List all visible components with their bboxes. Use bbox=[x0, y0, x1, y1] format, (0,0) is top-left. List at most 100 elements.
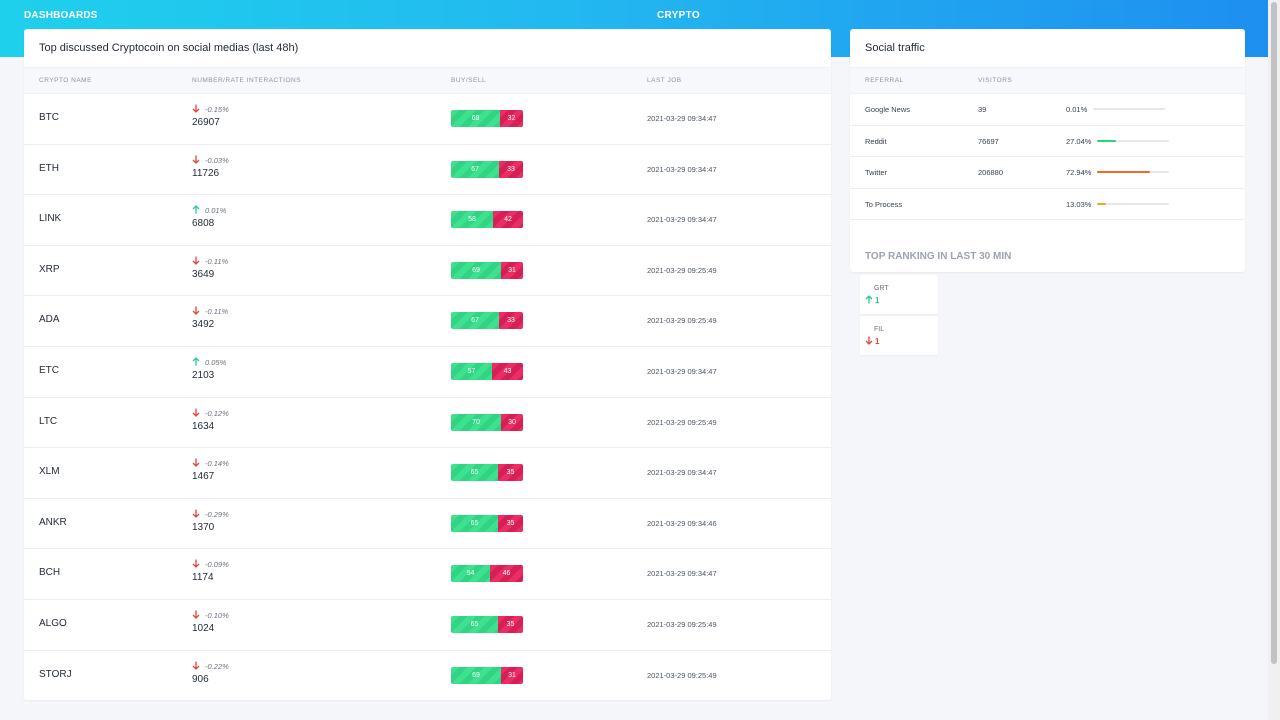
col-crypto-name: CRYPTO NAME bbox=[39, 77, 92, 84]
sell-segment: 33 bbox=[499, 160, 523, 178]
interaction-count: 906 bbox=[192, 673, 209, 685]
table-row[interactable]: LINK 0.01% 6808 58 42 2021-03-29 09:34:4… bbox=[24, 195, 831, 246]
social-traffic-title: Social traffic bbox=[850, 29, 1245, 68]
interaction-rate: -0.10% bbox=[192, 610, 229, 621]
last-job-date: 2021-03-29 09:25:49 bbox=[647, 316, 717, 326]
buy-sell-bar: 65 35 bbox=[451, 514, 523, 532]
table-row[interactable]: LTC -0.12% 1634 70 30 2021-03-29 09:25:4… bbox=[24, 398, 831, 449]
buy-segment: 70 bbox=[451, 413, 501, 431]
table-row[interactable]: BCH -0.09% 1174 54 46 2021-03-29 09:34:4… bbox=[24, 549, 831, 600]
interaction-count: 6808 bbox=[192, 218, 215, 230]
referral-name: Google News bbox=[865, 105, 911, 114]
crypto-table-card: Top discussed Cryptocoin on social media… bbox=[24, 29, 831, 702]
traffic-progress-bar bbox=[1097, 139, 1169, 142]
crypto-table-title: Top discussed Cryptocoin on social media… bbox=[24, 29, 831, 68]
last-job-date: 2021-03-29 09:34:47 bbox=[647, 468, 717, 478]
last-job-date: 2021-03-29 09:25:49 bbox=[647, 670, 717, 680]
arrow-down-icon bbox=[192, 559, 200, 570]
last-job-date: 2021-03-29 09:25:49 bbox=[647, 265, 717, 275]
table-row[interactable]: ETH -0.03% 11726 67 33 2021-03-29 09:34:… bbox=[24, 145, 831, 196]
ranking-item[interactable]: GRT 1 bbox=[860, 275, 938, 314]
rate-value: 0.05% bbox=[205, 357, 227, 367]
page-title: CRYPTO bbox=[657, 10, 700, 21]
social-table-body: Google News 39 0.01% Reddit 76697 27.04%… bbox=[850, 94, 1245, 220]
crypto-symbol: LINK bbox=[39, 213, 62, 225]
list-item[interactable]: Twitter 206880 72.94% bbox=[850, 157, 1245, 189]
arrow-down-icon bbox=[192, 256, 200, 267]
visitor-count: 39 bbox=[978, 105, 987, 114]
crypto-symbol: STORJ bbox=[39, 668, 72, 680]
interaction-rate: -0.09% bbox=[192, 559, 229, 570]
visitor-count: 206880 bbox=[978, 168, 1004, 177]
sell-segment: 32 bbox=[500, 110, 523, 127]
crypto-table-body: BTC -0.15% 26907 68 32 2021-03-29 09:34:… bbox=[24, 94, 831, 702]
ranking-symbol: GRT bbox=[874, 285, 889, 292]
social-traffic-card: Social traffic REFERRAL VISITORS Google … bbox=[850, 29, 1245, 272]
referral-name: Twitter bbox=[865, 168, 888, 177]
last-job-date: 2021-03-29 09:34:47 bbox=[647, 114, 717, 123]
list-item[interactable]: To Process 13.03% bbox=[850, 189, 1245, 220]
ranking-value: 1 bbox=[875, 296, 880, 305]
table-row[interactable]: ALGO -0.10% 1024 65 35 2021-03-29 09:25:… bbox=[24, 600, 831, 651]
sell-segment: 33 bbox=[499, 312, 523, 330]
scrollbar[interactable] bbox=[1268, 0, 1280, 720]
sell-segment: 35 bbox=[498, 615, 523, 633]
interaction-rate: 0.01% bbox=[192, 205, 226, 216]
buy-sell-bar: 54 46 bbox=[451, 565, 523, 583]
traffic-percent: 13.03% bbox=[1066, 199, 1092, 209]
buy-segment: 67 bbox=[451, 160, 499, 178]
table-row[interactable]: XLM -0.14% 1467 65 35 2021-03-29 09:34:4… bbox=[24, 448, 831, 499]
crypto-table-header: CRYPTO NAME NUMBER/RATE INTERACTIONS BUY… bbox=[24, 68, 831, 94]
interaction-count: 3492 bbox=[192, 319, 215, 331]
list-item[interactable]: Google News 39 0.01% bbox=[850, 94, 1245, 126]
table-row[interactable]: ETC 0.05% 2103 57 43 2021-03-29 09:34:47 bbox=[24, 347, 831, 398]
interaction-count: 1370 bbox=[192, 521, 215, 533]
traffic-percent: 27.04% bbox=[1066, 136, 1092, 146]
sell-segment: 42 bbox=[493, 211, 523, 229]
sell-segment: 35 bbox=[498, 514, 523, 532]
buy-segment: 54 bbox=[451, 565, 490, 583]
crypto-symbol: ADA bbox=[39, 314, 60, 326]
col-referral: REFERRAL bbox=[865, 77, 904, 84]
col-buy-sell: BUY/SELL bbox=[451, 77, 487, 84]
arrow-down-icon bbox=[192, 104, 200, 115]
arrow-down-icon bbox=[192, 610, 200, 621]
interaction-rate: -0.29% bbox=[192, 509, 229, 520]
sell-segment: 31 bbox=[501, 261, 523, 279]
rate-value: -0.15% bbox=[205, 105, 229, 114]
table-row[interactable]: XRP -0.11% 3649 69 31 2021-03-29 09:25:4… bbox=[24, 246, 831, 297]
buy-sell-bar: 70 30 bbox=[451, 413, 523, 431]
buy-segment: 65 bbox=[451, 514, 498, 532]
arrow-down-icon bbox=[192, 408, 200, 419]
table-row[interactable]: STORJ -0.22% 906 69 31 2021-03-29 09:25:… bbox=[24, 651, 831, 702]
traffic-percent: 72.94% bbox=[1066, 168, 1092, 177]
list-item[interactable]: Reddit 76697 27.04% bbox=[850, 126, 1245, 157]
arrow-up-icon bbox=[192, 205, 200, 216]
interaction-rate: -0.15% bbox=[192, 104, 229, 115]
arrow-down-icon bbox=[192, 661, 200, 672]
dashboards-link[interactable]: DASHBOARDS bbox=[24, 10, 98, 21]
crypto-symbol: XRP bbox=[39, 263, 60, 275]
interaction-rate: -0.14% bbox=[192, 458, 229, 469]
rate-value: -0.22% bbox=[205, 661, 229, 671]
interaction-rate: -0.12% bbox=[192, 408, 229, 419]
last-job-date: 2021-03-29 09:34:47 bbox=[647, 366, 717, 376]
scrollbar-thumb[interactable] bbox=[1271, 2, 1277, 664]
rate-value: -0.03% bbox=[205, 155, 229, 165]
buy-sell-bar: 69 31 bbox=[451, 261, 523, 279]
buy-segment: 65 bbox=[451, 464, 498, 482]
table-row[interactable]: ANKR -0.29% 1370 65 35 2021-03-29 09:34:… bbox=[24, 499, 831, 550]
traffic-progress-bar bbox=[1093, 108, 1165, 110]
interaction-count: 2103 bbox=[192, 369, 215, 381]
traffic-progress-fill bbox=[1097, 202, 1107, 205]
arrow-up-icon bbox=[192, 357, 200, 368]
table-row[interactable]: BTC -0.15% 26907 68 32 2021-03-29 09:34:… bbox=[24, 94, 831, 145]
table-row[interactable]: ADA -0.11% 3492 67 33 2021-03-29 09:25:4… bbox=[24, 296, 831, 347]
last-job-date: 2021-03-29 09:25:49 bbox=[647, 417, 717, 427]
traffic-progress-bar bbox=[1097, 202, 1169, 205]
buy-sell-bar: 67 33 bbox=[451, 160, 523, 178]
traffic-progress-bar bbox=[1097, 171, 1169, 173]
traffic-progress-fill bbox=[1097, 139, 1117, 142]
crypto-symbol: BCH bbox=[39, 567, 61, 579]
ranking-item[interactable]: FIL 1 bbox=[860, 316, 938, 355]
